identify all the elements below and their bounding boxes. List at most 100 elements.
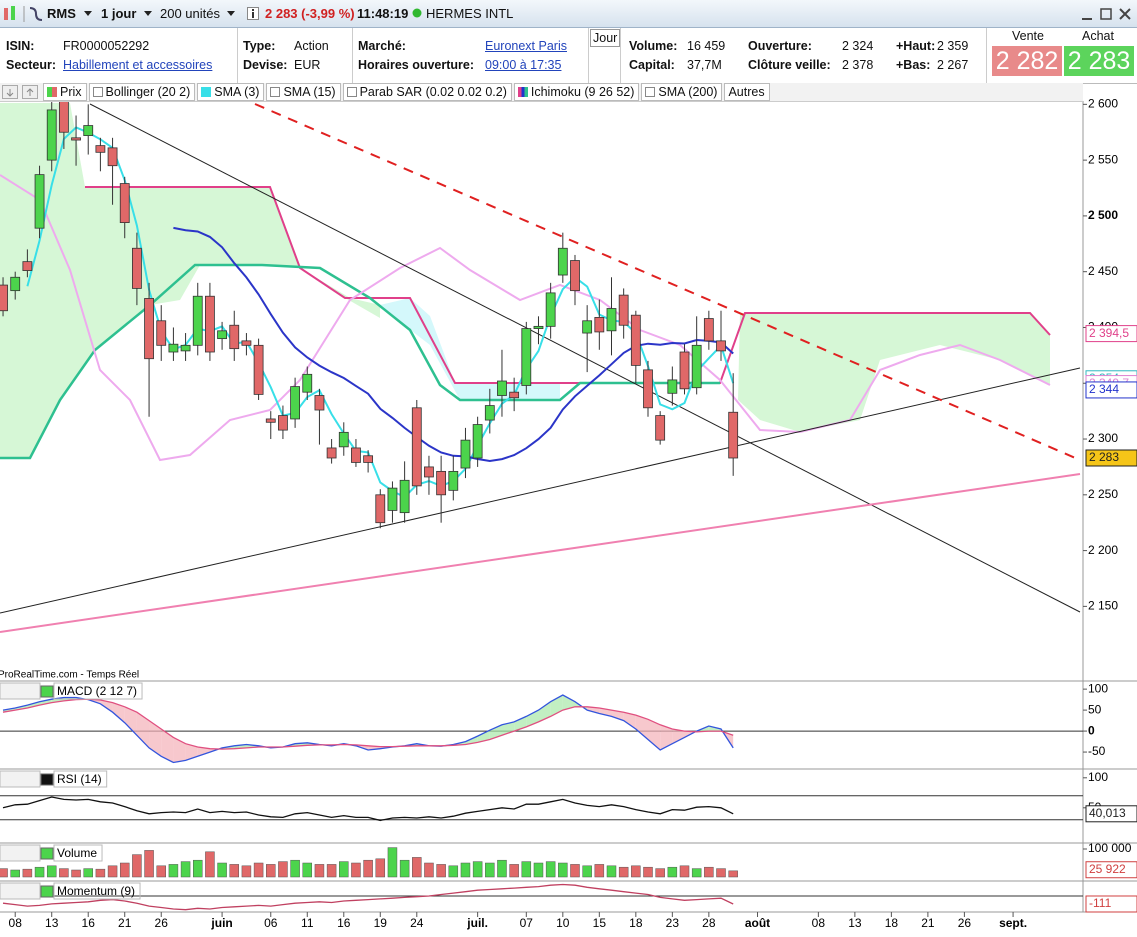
volume-bar [436, 864, 446, 878]
x-tick-label: 15 [593, 916, 607, 930]
macd-fill [124, 706, 137, 736]
capital: 37,7M [687, 58, 722, 72]
high-label: +Haut: [896, 39, 936, 53]
candle-body [83, 125, 94, 136]
panel-tab-outline [53, 882, 141, 900]
candle-body [545, 292, 556, 327]
candle-body [375, 494, 386, 524]
tab[interactable]: Bollinger (20 2) [88, 83, 196, 101]
candle-body [46, 109, 57, 161]
x-tick-label: 10 [556, 916, 570, 930]
macd-fill [161, 728, 174, 763]
hours-link[interactable]: 09:00 à 17:35 [485, 58, 562, 72]
volume-bar [95, 868, 106, 878]
volume-bar [387, 847, 398, 878]
macd-fill [149, 720, 162, 757]
volume-bar [241, 865, 252, 878]
status-dot [412, 8, 422, 18]
panel-icon [40, 847, 54, 860]
sector-link[interactable]: Habillement et accessoires [63, 58, 213, 72]
volume-bar [728, 870, 738, 878]
panel-tab [0, 844, 41, 862]
panel-tab [0, 770, 41, 788]
panel-tab-outline [53, 844, 103, 862]
tab[interactable]: SMA (3) [197, 83, 265, 101]
macd-fill [112, 702, 125, 723]
macd-fill [660, 724, 673, 750]
period-dropdown[interactable]: 1 jour [101, 6, 137, 21]
units-dropdown[interactable]: 200 unités [160, 6, 220, 21]
candle-body [229, 324, 240, 350]
window-buttons[interactable] [1078, 6, 1136, 22]
x-tick-label: 21 [118, 916, 132, 930]
macd-fill [173, 737, 186, 763]
volume-bar [509, 864, 519, 878]
tab[interactable]: Parab SAR (0.02 0.02 0.2) [342, 83, 512, 101]
candle-body [667, 379, 678, 394]
price-tag-label: 2 283 [1089, 450, 1119, 464]
candle-body [460, 439, 471, 469]
volume-bar [558, 862, 568, 878]
x-tick-label: 18 [885, 916, 899, 930]
symbol-dropdown[interactable]: RMS [47, 6, 76, 21]
candle-body [557, 247, 568, 276]
tab-label: Autres [728, 85, 765, 99]
tab[interactable]: Ichimoku (9 26 52) [513, 83, 640, 101]
candle-body [351, 447, 361, 463]
volume-bar [691, 868, 702, 878]
candle-body [278, 415, 288, 431]
tab[interactable]: Prix [43, 83, 87, 101]
candle-body [132, 247, 142, 289]
bid-label: Vente [1012, 29, 1044, 43]
x-tick-label: 11 [301, 916, 314, 930]
x-tick-label: juil. [466, 916, 488, 930]
y-tick-label: 50 [1088, 702, 1102, 716]
y-tick-label: 2 250 [1088, 487, 1118, 501]
volume-bar [704, 866, 714, 878]
quote-time: 11:48:19 [357, 6, 409, 21]
prev-close: 2 378 [842, 58, 874, 72]
panel-title: MACD (2 12 7) [57, 684, 137, 698]
toolbar-icons[interactable] [2, 4, 44, 24]
candle-body [630, 314, 641, 366]
ask[interactable]: 2 283 [1064, 46, 1134, 76]
x-tick-label: 13 [45, 916, 59, 930]
instrument-name: HERMES INTL [426, 6, 514, 21]
macd-fill [477, 730, 490, 743]
volume-bar [472, 861, 483, 878]
volume-bar [570, 864, 580, 878]
tab-label: Parab SAR (0.02 0.02 0.2) [359, 85, 507, 99]
macd-fill [100, 700, 113, 713]
macd-fill [611, 710, 624, 721]
candle-body [399, 479, 410, 514]
candle-body [363, 455, 374, 463]
tab[interactable]: SMA (200) [641, 83, 723, 101]
x-tick-label: 26 [958, 916, 972, 930]
macd-fill [648, 719, 661, 750]
volume-bar [545, 861, 556, 878]
candle-body [290, 386, 300, 420]
tab-label: SMA (15) [283, 85, 336, 99]
tab[interactable]: Autres [724, 83, 770, 101]
candle-body [265, 418, 276, 423]
candle-body [484, 405, 495, 421]
panel-icon [40, 685, 54, 698]
period-button[interactable]: Jour [590, 29, 621, 47]
volume-bar [205, 851, 215, 878]
candle-body [448, 470, 459, 491]
tab-icons[interactable] [2, 84, 40, 100]
volume-bar [217, 862, 227, 878]
info-icon[interactable] [247, 7, 259, 20]
open: 2 324 [842, 39, 874, 53]
candle-body [107, 147, 118, 167]
x-tick-label: 26 [155, 916, 169, 930]
macd-fill [635, 715, 648, 740]
x-tick-label: 18 [629, 916, 643, 930]
bid[interactable]: 2 282 [992, 46, 1062, 76]
y-tick-label: 2 200 [1088, 543, 1118, 557]
candle-body [424, 466, 434, 478]
x-tick-label: juin [210, 916, 232, 930]
y-tick-label: 2 500 [1088, 208, 1118, 222]
market-link[interactable]: Euronext Paris [485, 39, 567, 53]
tab[interactable]: SMA (15) [266, 83, 341, 101]
